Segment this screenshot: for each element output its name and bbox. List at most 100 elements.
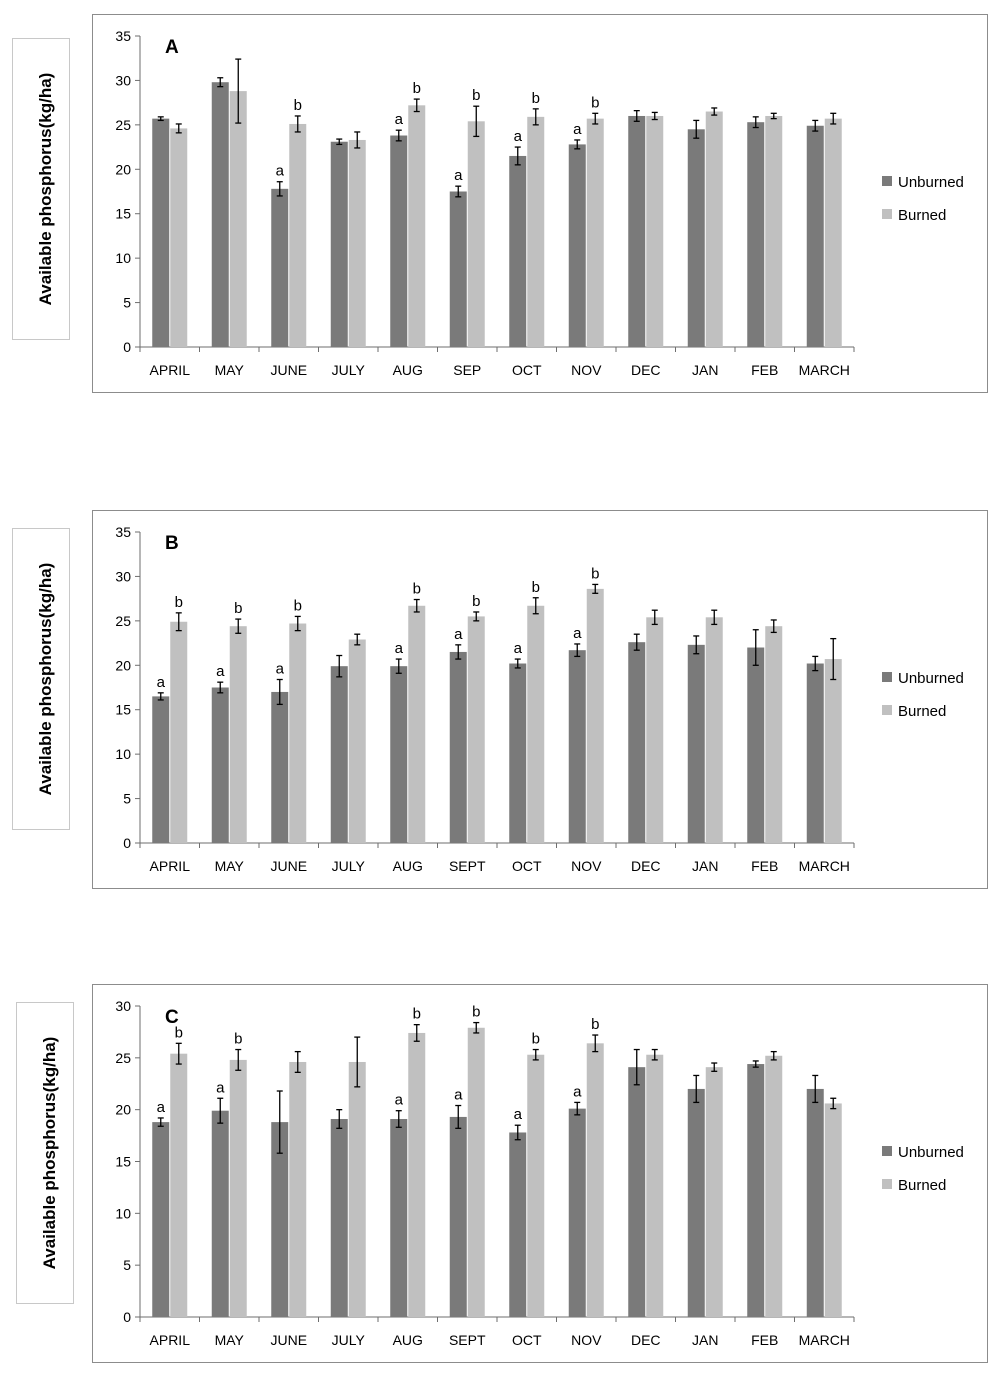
significance-label-burned: b [175, 1024, 183, 1041]
significance-label-burned: b [532, 579, 540, 596]
x-tick-label-dec: DEC [631, 1332, 661, 1348]
legend-swatch-unburned [882, 1146, 892, 1156]
bar-unburned-feb [747, 1064, 765, 1317]
bar-burned-nov [586, 118, 604, 347]
significance-label-burned: b [532, 1031, 540, 1048]
bar-burned-june [289, 1061, 307, 1317]
significance-label-burned: b [472, 87, 480, 104]
x-tick-label-may: MAY [215, 858, 245, 874]
bar-unburned-june [271, 188, 289, 347]
bar-burned-dec [646, 1054, 664, 1317]
significance-label-unburned: a [454, 1087, 463, 1104]
x-tick-label-jan: JAN [692, 858, 718, 874]
significance-label-burned: b [591, 1016, 599, 1033]
x-tick-label-oct: OCT [512, 362, 542, 378]
ylabel-box-c: Available phosphorus(kg/ha) [16, 1002, 74, 1304]
y-tick-label: 20 [115, 657, 131, 673]
bar-unburned-march [806, 1088, 824, 1317]
bar-unburned-march [806, 663, 824, 843]
legend-swatch-burned [882, 209, 892, 219]
bar-unburned-march [806, 125, 824, 347]
ylabel-svg-a: Available phosphorus(kg/ha) [36, 73, 55, 306]
bar-burned-oct [527, 116, 545, 347]
significance-label-unburned: a [573, 625, 582, 642]
bar-unburned-may [211, 687, 229, 843]
x-tick-label-feb: FEB [751, 858, 778, 874]
bar-unburned-aug [390, 135, 408, 347]
bar-burned-july [348, 139, 366, 347]
legend-label-unburned: Unburned [898, 1144, 964, 1161]
bar-unburned-sep [449, 191, 467, 347]
significance-label-burned: b [413, 581, 421, 598]
x-tick-label-sep: SEP [453, 362, 481, 378]
x-tick-label-may: MAY [215, 1332, 245, 1348]
significance-label-burned: b [591, 94, 599, 111]
y-tick-label: 30 [115, 72, 131, 88]
legend-label-burned: Burned [898, 1177, 946, 1194]
bar-burned-april [170, 621, 188, 843]
y-tick-label: 15 [115, 206, 131, 222]
legend-label-burned: Burned [898, 207, 946, 224]
y-tick-label: 25 [115, 117, 131, 133]
legend-label-burned: Burned [898, 703, 946, 720]
x-tick-label-june: JUNE [270, 362, 307, 378]
panel-a: Available phosphorus(kg/ha) 0 5 10 15 20 25 30… [0, 0, 1000, 400]
bar-unburned-jan [687, 644, 705, 843]
bar-burned-aug [408, 105, 426, 348]
significance-label-unburned: a [395, 111, 404, 128]
bar-burned-feb [765, 1055, 783, 1317]
bar-unburned-may [211, 1110, 229, 1317]
x-tick-label-dec: DEC [631, 362, 661, 378]
panel-c: Available phosphorus(kg/ha) 0 5 10 15 20 25 30… [0, 970, 1000, 1370]
bar-burned-march [824, 118, 842, 347]
bar-unburned-july [330, 141, 348, 347]
x-tick-label-may: MAY [215, 362, 245, 378]
significance-label-burned: b [175, 594, 183, 611]
bar-unburned-dec [628, 115, 646, 347]
y-tick-label: 25 [115, 613, 131, 629]
x-tick-label-july: JULY [332, 362, 366, 378]
significance-label-unburned: a [514, 1106, 523, 1123]
bar-burned-april [170, 1053, 188, 1317]
x-tick-label-march: MARCH [799, 1332, 850, 1348]
y-tick-label: 0 [123, 1309, 131, 1325]
bar-burned-dec [646, 617, 664, 843]
x-tick-label-june: JUNE [270, 1332, 307, 1348]
x-tick-label-sept: SEPT [449, 1332, 486, 1348]
y-tick-label: 30 [115, 568, 131, 584]
x-tick-label-march: MARCH [799, 858, 850, 874]
significance-label-unburned: a [157, 1099, 166, 1116]
y-tick-label: 0 [123, 835, 131, 851]
y-tick-label: 30 [115, 998, 131, 1014]
legend-label-unburned: Unburned [898, 174, 964, 191]
significance-label-unburned: a [276, 163, 285, 180]
bar-unburned-feb [747, 647, 765, 843]
x-tick-label-jan: JAN [692, 1332, 718, 1348]
bar-chart-b: 0 5 10 15 20 25 30 35 APRIL MAY JUNE JULY AUG SEPT OCT… [115, 524, 963, 874]
x-tick-label-nov: NOV [571, 858, 602, 874]
bar-burned-june [289, 123, 307, 348]
x-tick-label-july: JULY [332, 858, 366, 874]
legend-swatch-unburned [882, 176, 892, 186]
bar-unburned-feb [747, 122, 765, 347]
y-tick-label: 15 [115, 1154, 131, 1170]
significance-label-unburned: a [395, 1092, 404, 1109]
bar-burned-jan [705, 617, 723, 843]
bar-chart-a: 0 5 10 15 20 25 30 35 APRIL MAY JUNE JULY AUG SEP OCT N… [115, 28, 964, 378]
ylabel-box-a: Available phosphorus(kg/ha) [12, 38, 70, 340]
bar-burned-aug [408, 1032, 426, 1317]
bar-unburned-april [152, 118, 170, 347]
y-tick-label: 20 [115, 1102, 131, 1118]
bar-unburned-april [152, 1122, 170, 1317]
significance-label-unburned: a [573, 121, 582, 138]
chart-frame-c: 0 5 10 15 20 25 30 APRIL MAY JUNE JULY AUG SEPT OCT NO… [92, 984, 988, 1363]
x-tick-label-jan: JAN [692, 362, 718, 378]
x-tick-label-sept: SEPT [449, 858, 486, 874]
bar-unburned-nov [568, 1108, 586, 1317]
x-tick-label-april: APRIL [150, 858, 191, 874]
legend-swatch-burned [882, 1179, 892, 1189]
panel-letter: A [165, 37, 179, 58]
bar-unburned-dec [628, 1067, 646, 1317]
significance-label-unburned: a [454, 626, 463, 643]
significance-label-burned: b [413, 1006, 421, 1023]
